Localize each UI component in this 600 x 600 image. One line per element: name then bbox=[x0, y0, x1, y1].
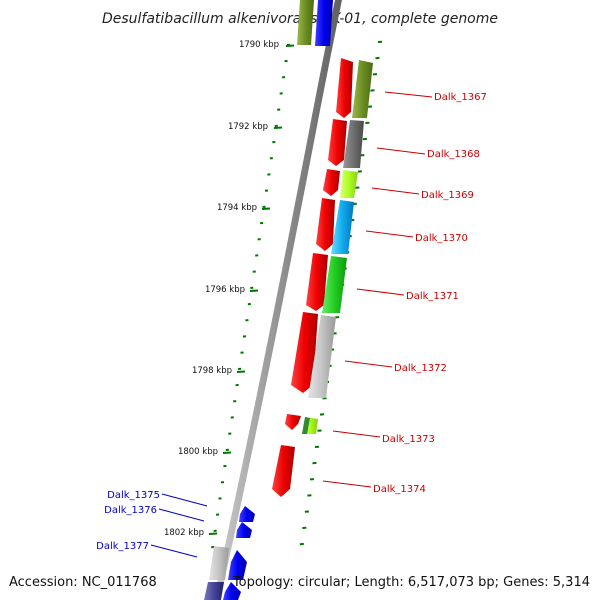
scale-label-1796: 1796 kbp bbox=[205, 285, 245, 295]
leader-1371 bbox=[356, 288, 405, 296]
leader-1369 bbox=[371, 187, 420, 195]
gene-dalk-1367[interactable] bbox=[336, 58, 353, 118]
scale-label-1802: 1802 kbp bbox=[164, 528, 204, 538]
gene-dalk-1375[interactable] bbox=[239, 506, 255, 522]
cog-band-1371 bbox=[322, 256, 347, 313]
major-tick-2 bbox=[261, 207, 271, 210]
gene-labels: Dalk_1367 Dalk_1368 Dalk_1369 Dalk_1370 … bbox=[96, 92, 487, 552]
leader-1368 bbox=[376, 147, 426, 155]
label-dalk-1367[interactable]: Dalk_1367 bbox=[434, 92, 487, 103]
leader-1373 bbox=[332, 430, 381, 438]
major-tick-6 bbox=[208, 532, 218, 535]
scale-label-1792: 1792 kbp bbox=[228, 122, 268, 132]
genome-backbone bbox=[213, 0, 342, 600]
label-dalk-1372[interactable]: Dalk_1372 bbox=[394, 363, 447, 374]
scale-label-1794: 1794 kbp bbox=[217, 203, 257, 213]
label-dalk-1374[interactable]: Dalk_1374 bbox=[373, 484, 426, 495]
leader-1367 bbox=[384, 91, 433, 98]
major-tick-4 bbox=[236, 370, 246, 373]
label-leaders bbox=[150, 91, 433, 558]
reverse-strand-genes bbox=[204, 506, 255, 600]
gene-dalk-1377[interactable] bbox=[228, 550, 247, 580]
gene-partial-olive bbox=[297, 0, 314, 45]
cog-band-1377 bbox=[209, 546, 229, 580]
gene-dalk-1372[interactable] bbox=[291, 312, 318, 393]
cog-band-1367 bbox=[352, 60, 373, 118]
gene-partial-blue bbox=[315, 0, 333, 46]
label-dalk-1369[interactable]: Dalk_1369 bbox=[421, 190, 474, 201]
cog-band-1369 bbox=[340, 170, 358, 198]
cog-band-1370 bbox=[331, 200, 354, 254]
label-dalk-1376[interactable]: Dalk_1376 bbox=[104, 505, 157, 516]
gene-dalk-1368[interactable] bbox=[328, 119, 347, 166]
inner-tick-marks bbox=[211, 43, 291, 549]
label-dalk-1373[interactable]: Dalk_1373 bbox=[382, 434, 435, 445]
major-tick-3 bbox=[249, 289, 259, 292]
accession-text: Accession: NC_011768 bbox=[9, 575, 157, 590]
cog-category-bands bbox=[302, 60, 373, 434]
topology-text: Topology: circular; Length: 6,517,073 bp… bbox=[232, 575, 590, 590]
cog-band-1373-dark bbox=[302, 417, 310, 434]
forward-strand-genes bbox=[272, 58, 353, 497]
label-dalk-1368[interactable]: Dalk_1368 bbox=[427, 149, 480, 160]
cog-band-1372 bbox=[308, 315, 336, 398]
scale-label-1798: 1798 kbp bbox=[192, 366, 232, 376]
leader-1377 bbox=[150, 544, 198, 558]
leader-1372 bbox=[344, 360, 393, 368]
gene-dalk-1371[interactable] bbox=[306, 253, 328, 311]
label-dalk-1377[interactable]: Dalk_1377 bbox=[96, 541, 149, 552]
leader-1375 bbox=[161, 493, 208, 507]
cog-band-bottom bbox=[204, 582, 224, 600]
major-tick-0 bbox=[285, 44, 295, 47]
gene-dalk-1376[interactable] bbox=[236, 522, 252, 538]
scale-labels: 1790 kbp 1792 kbp 1794 kbp 1796 kbp 1798… bbox=[164, 40, 279, 538]
scale-label-1800: 1800 kbp bbox=[178, 447, 218, 457]
leader-1370 bbox=[365, 230, 414, 238]
leader-1374 bbox=[322, 480, 372, 488]
gene-dalk-1374[interactable] bbox=[272, 445, 295, 497]
major-tick-1 bbox=[273, 126, 283, 129]
major-tick-marks bbox=[208, 44, 295, 535]
label-dalk-1371[interactable]: Dalk_1371 bbox=[406, 291, 459, 302]
label-dalk-1370[interactable]: Dalk_1370 bbox=[415, 233, 468, 244]
gene-dalk-1370[interactable] bbox=[316, 198, 335, 251]
cog-band-1368 bbox=[343, 120, 364, 168]
scale-label-1790: 1790 kbp bbox=[239, 40, 279, 50]
label-dalk-1375[interactable]: Dalk_1375 bbox=[107, 490, 160, 501]
gene-dalk-1369[interactable] bbox=[323, 169, 340, 196]
leader-1376 bbox=[158, 508, 205, 522]
major-tick-5 bbox=[222, 451, 232, 454]
gene-dalk-1373[interactable] bbox=[285, 414, 301, 430]
gene-partial-bottom-blue bbox=[223, 582, 241, 600]
